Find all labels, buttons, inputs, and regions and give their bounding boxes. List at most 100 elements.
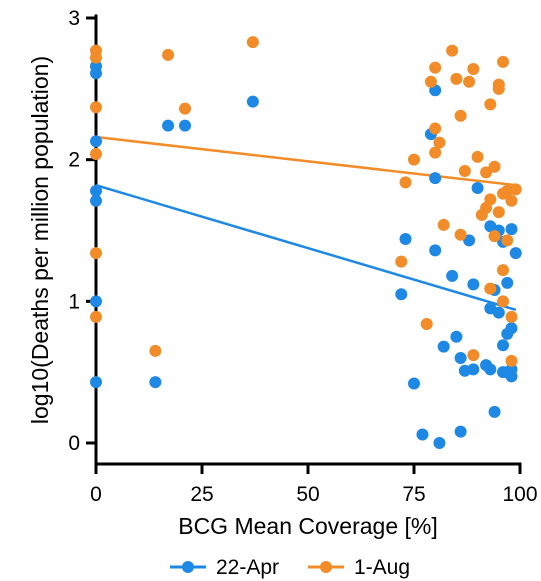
data-point-1-aug-18 (433, 136, 446, 149)
x-tick-label-0: 0 (90, 483, 102, 506)
data-point-1-aug-41 (497, 295, 510, 308)
data-point-1-aug-43 (501, 234, 514, 247)
data-point-1-aug-3 (90, 148, 102, 160)
data-point-1-aug-27 (467, 63, 480, 75)
data-point-1-aug-6 (149, 344, 162, 357)
data-point-1-aug-48 (484, 282, 497, 295)
data-point-22-apr-20 (437, 340, 450, 353)
data-point-22-apr-27 (467, 363, 480, 376)
data-point-1-aug-44 (505, 194, 518, 207)
data-point-22-apr-8 (162, 119, 175, 132)
legend-item-1-aug: 1-Aug (308, 556, 410, 579)
data-point-22-apr-19 (433, 437, 446, 449)
data-point-22-apr-26 (463, 234, 476, 247)
x-tick-label-50: 50 (296, 483, 319, 506)
data-point-22-apr-28 (467, 278, 480, 291)
data-point-1-aug-34 (488, 160, 501, 173)
data-point-1-aug-47 (509, 183, 522, 196)
data-point-22-apr-45 (505, 322, 518, 335)
data-point-22-apr-4 (90, 194, 102, 207)
data-point-1-aug-17 (429, 146, 442, 159)
data-point-1-aug-45 (505, 310, 518, 323)
data-point-1-aug-46 (505, 354, 518, 367)
data-point-22-apr-2 (90, 135, 102, 148)
data-point-22-apr-1 (90, 67, 102, 80)
y-tick-label-3: 3 (68, 7, 80, 30)
data-point-22-apr-13 (408, 377, 420, 390)
y-axis-title: log10(Deaths per million population) (27, 56, 53, 424)
data-point-1-aug-13 (420, 318, 433, 330)
data-point-1-aug-5 (90, 310, 102, 323)
data-point-22-apr-9 (179, 119, 192, 132)
data-point-22-apr-12 (399, 233, 412, 245)
legend: 22-Apr 1-Aug (170, 556, 410, 579)
trend-lines (95, 135, 517, 312)
data-point-1-aug-21 (450, 72, 463, 85)
data-point-22-apr-10 (246, 95, 259, 108)
data-point-22-apr-17 (429, 172, 442, 185)
data-point-1-aug-28 (471, 150, 484, 163)
data-point-22-apr-5 (90, 295, 102, 308)
x-tick-label-25: 25 (190, 483, 213, 506)
data-point-22-apr-14 (416, 428, 429, 441)
data-point-22-apr-48 (509, 247, 522, 260)
data-point-22-apr-22 (450, 330, 463, 343)
data-point-1-aug-37 (492, 82, 505, 95)
data-point-1-aug-25 (463, 75, 476, 88)
data-point-1-aug-33 (484, 193, 497, 206)
ticks: 0 25 50 75 100 0 1 2 3 (68, 7, 537, 506)
y-tick-label-1: 1 (68, 290, 80, 313)
data-point-1-aug-35 (488, 230, 501, 243)
legend-label-1-aug: 1-Aug (354, 556, 410, 579)
data-point-1-aug-26 (467, 349, 480, 362)
trend-line-1-aug (95, 135, 516, 187)
data-point-1-aug-16 (429, 122, 442, 135)
data-point-22-apr-29 (471, 182, 484, 194)
x-tick-label-75: 75 (402, 483, 425, 506)
legend-label-22-apr: 22-Apr (216, 556, 279, 579)
legend-marker-1-aug (320, 561, 332, 573)
data-point-22-apr-21 (446, 269, 459, 282)
data-point-22-apr-47 (505, 370, 518, 383)
data-point-1-aug-22 (454, 109, 467, 122)
data-point-1-aug-12 (408, 153, 420, 166)
data-point-22-apr-23 (454, 425, 467, 438)
data-point-1-aug-15 (429, 61, 442, 74)
data-point-1-aug-1 (90, 51, 102, 64)
data-point-22-apr-11 (395, 288, 408, 301)
data-point-22-apr-34 (488, 405, 501, 418)
data-point-1-aug-10 (395, 255, 408, 268)
data-point-22-apr-41 (501, 276, 514, 289)
data-point-1-aug-40 (497, 264, 510, 277)
data-point-22-apr-37 (492, 306, 505, 319)
data-point-1-aug-7 (162, 48, 175, 61)
legend-item-22-apr: 22-Apr (170, 556, 279, 579)
data-point-1-aug-9 (246, 36, 259, 49)
legend-marker-22-apr (182, 561, 194, 573)
data-point-1-aug-14 (424, 75, 437, 88)
data-point-1-aug-19 (437, 218, 450, 231)
data-point-22-apr-44 (505, 223, 518, 236)
data-point-22-apr-7 (149, 376, 162, 389)
data-point-22-apr-24 (454, 352, 467, 364)
data-point-1-aug-49 (492, 206, 505, 219)
data-point-22-apr-18 (429, 244, 442, 257)
data-point-22-apr-39 (497, 339, 510, 352)
data-point-22-apr-3 (90, 184, 102, 197)
data-point-1-aug-31 (480, 166, 493, 179)
trend-line-22-apr (95, 183, 517, 312)
y-tick-label-2: 2 (68, 149, 80, 172)
x-tick-label-100: 100 (502, 483, 537, 506)
data-points (90, 36, 522, 449)
data-point-1-aug-2 (90, 101, 102, 114)
data-point-22-apr-33 (484, 363, 497, 376)
data-point-1-aug-11 (399, 176, 412, 189)
data-point-1-aug-8 (179, 102, 192, 115)
data-point-1-aug-4 (90, 247, 102, 260)
x-axis-title: BCG Mean Coverage [%] (178, 513, 438, 539)
y-tick-label-0: 0 (68, 432, 80, 455)
data-point-22-apr-6 (90, 376, 102, 389)
data-point-1-aug-32 (484, 98, 497, 111)
data-point-1-aug-24 (458, 165, 471, 177)
